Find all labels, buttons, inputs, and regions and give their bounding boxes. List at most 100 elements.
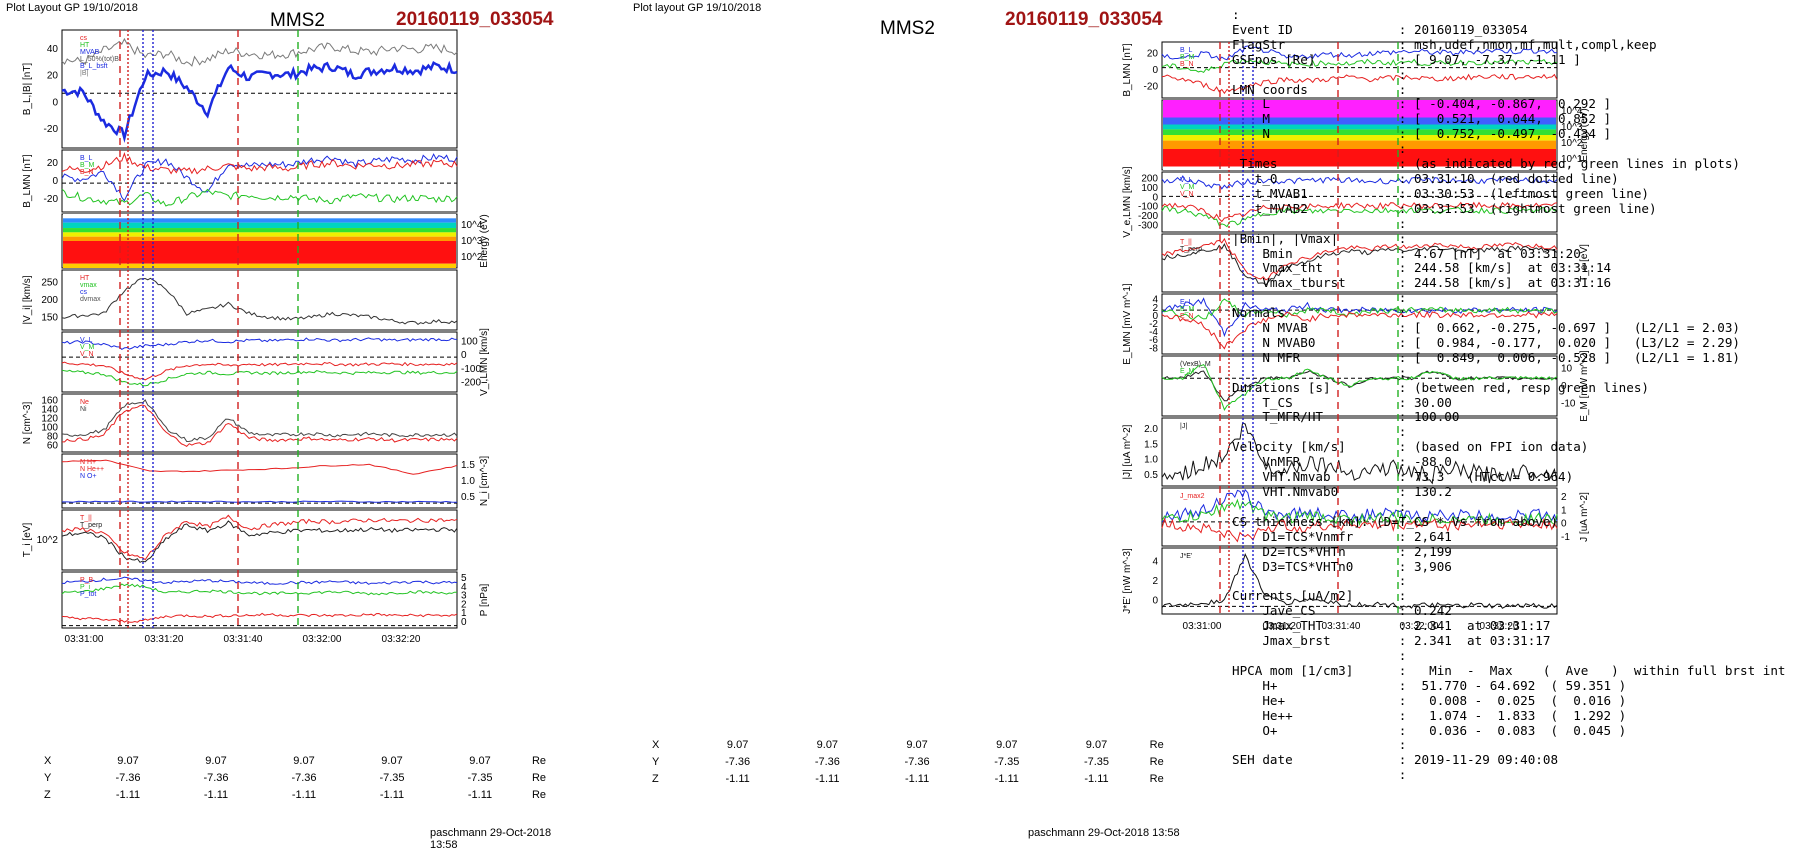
info-line: t_0 : 03:31:10 (red dotted line) — [1232, 170, 1619, 186]
panel-frame — [1161, 355, 1558, 417]
panel-legend-entry: B_L — [1180, 47, 1193, 54]
middle-footer: paschmann 29-Oct-2018 13:58 — [1028, 827, 1180, 839]
middle-spacecraft-title: MMS2 — [880, 18, 935, 39]
position-unit: Re — [1149, 738, 1164, 751]
info-line: : — [1232, 424, 1407, 440]
position-value: -7.35 — [379, 771, 405, 784]
series-line — [61, 520, 458, 563]
info-line: T_CS : 30.00 — [1232, 394, 1452, 410]
info-line: Jmax_brst : 2.341 at 03:31:17 — [1232, 633, 1551, 649]
info-line: T_MFR/HT : 100.00 — [1232, 409, 1460, 425]
position-value: -7.36 — [725, 755, 751, 768]
panel-ytick: 0 — [1152, 311, 1158, 322]
position-value: -7.36 — [814, 755, 840, 768]
panel-ytick: 10^3 — [1561, 122, 1583, 133]
info-line: N : [ 0.752, -0.497, -0.434 ] — [1232, 126, 1612, 142]
info-line: D2=TCS*VHTn : 2,199 — [1232, 543, 1452, 559]
panel-ylabel: J [uA m^-2] — [1579, 492, 1590, 542]
panel-ytick: 0 — [1152, 192, 1158, 203]
info-line: VHT.Nmvab0 : 130.2 — [1232, 484, 1452, 499]
panel-ylabel: T_e [eV] — [1579, 244, 1590, 282]
info-line: : — [1232, 141, 1407, 157]
panel-ytick: 200 — [41, 295, 58, 306]
position-value: -1.11 — [725, 772, 750, 785]
panel-legend-entry: T_|| — [1180, 239, 1192, 246]
info-line: Times : (as indicated by red, green line… — [1232, 156, 1740, 172]
panel-ytick: 20 — [1147, 49, 1159, 60]
panel-legend-entry: (VexB)_M — [1180, 361, 1211, 368]
panel-ytick: 1.0 — [1144, 455, 1158, 466]
panel-ytick: 5 — [461, 573, 467, 584]
panel-legend-entry: E_M — [1180, 306, 1195, 313]
panel-legend-entry: B_N — [1180, 61, 1194, 68]
left-stacked-plot: B_L,|B| [nT]40200-20csHTMVABL_50%(tot)Bt… — [22, 29, 490, 645]
panel-frame — [61, 29, 458, 149]
panel-ytick: 0 — [52, 176, 58, 187]
panel-ytick: 60 — [47, 441, 59, 452]
series-line — [61, 60, 458, 143]
series-line — [62, 404, 458, 448]
panel-frame — [1161, 547, 1558, 615]
position-row: Z -1.11 -1.11 -1.11 -1.11 -1.11 Re — [44, 786, 554, 803]
panel-ylabel: |J| [uA m^-2] — [1122, 424, 1133, 479]
panel-ylabel: Energy (eV) — [1579, 108, 1590, 161]
panel-ytick: 4 — [461, 582, 467, 593]
panel-legend-entry: N O+ — [80, 473, 97, 480]
position-value: 9.07 — [906, 738, 928, 751]
spectrogram-band — [63, 218, 456, 223]
panel-legend-entry: HT — [80, 42, 90, 49]
position-value: -1.11 — [115, 788, 141, 801]
panel-legend-entry: N He++ — [80, 466, 104, 473]
panel-legend-entry: V_M — [1180, 184, 1195, 191]
panel-ytick: 2.0 — [1144, 424, 1158, 435]
spectrogram-band — [1163, 140, 1556, 149]
info-line: : — [1232, 573, 1407, 589]
left-event-title: 20160119_033054 — [396, 9, 554, 30]
position-value: -7.35 — [467, 771, 493, 784]
series-line — [61, 514, 458, 561]
panel-ytick: 10^2 — [461, 252, 483, 263]
panel-legend-entry: dvmax — [80, 296, 101, 303]
panel-ytick: 10^1 — [1561, 154, 1583, 165]
info-line: Velocity [km/s] : (based on FPI ion data… — [1232, 439, 1589, 455]
time-tick-label: 03:31:20 — [145, 634, 184, 645]
panel-legend-entry: P_B — [80, 577, 94, 584]
panel-ytick: 120 — [41, 413, 58, 424]
panel-ytick: 1.5 — [461, 460, 475, 471]
series-line — [1161, 517, 1558, 543]
middle-position-table: X 9.07 9.07 9.07 9.07 9.07 Re Y -7.36 -7.36 -7.36 -… — [652, 736, 1172, 787]
info-line: VHT.Nmvab : 73.3 (HTcc = 0.964) — [1232, 469, 1574, 485]
panel-ytick: 10^2 — [37, 535, 59, 546]
panel-legend-entry: B_M — [80, 162, 95, 169]
position-value: -7.36 — [203, 771, 229, 784]
panel-legend-entry: |B| — [80, 70, 88, 77]
time-tick-label: 03:31:20 — [1263, 621, 1302, 632]
info-line: Normals : — [1232, 305, 1407, 321]
panel-legend-entry: P_tot — [80, 591, 96, 598]
panel-ylabel: N [cm^-3] — [22, 402, 33, 445]
panel-frame — [61, 331, 458, 393]
series-line — [1161, 73, 1558, 95]
info-line: : — [1232, 647, 1407, 663]
position-value: -1.11 — [291, 788, 317, 801]
panel-legend-entry: L_50%(tot)Bt — [80, 56, 121, 63]
info-line: H+ : 51.770 - 64.692 ( 59.351 ) — [1232, 677, 1627, 693]
series-line — [1161, 363, 1558, 411]
panel-ylabel: B_L,|B| [nT] — [22, 63, 33, 116]
panel-legend-entry: V_N — [1180, 191, 1194, 198]
panel-ylabel: T_i [eV] — [22, 523, 33, 558]
panel-ytick: 160 — [41, 395, 58, 406]
panel-ytick: -100 — [461, 364, 481, 375]
series-line — [61, 152, 458, 175]
info-line: Jmax_THT : 2.341 at 03:31:17 — [1232, 618, 1551, 634]
series-line — [61, 188, 458, 207]
panel-frame — [61, 269, 458, 331]
panel-ytick: 2 — [1152, 303, 1158, 314]
panel-frame — [1161, 293, 1558, 355]
series-line — [61, 583, 457, 596]
series-line — [61, 399, 458, 443]
position-unit: Re — [531, 754, 547, 767]
panel-legend-entry: B_N — [80, 169, 94, 176]
info-line: N MVAB0 : [ 0.984, -0.177, 0.020 ] (L3/L… — [1232, 334, 1740, 350]
position-label: Y — [652, 755, 660, 768]
